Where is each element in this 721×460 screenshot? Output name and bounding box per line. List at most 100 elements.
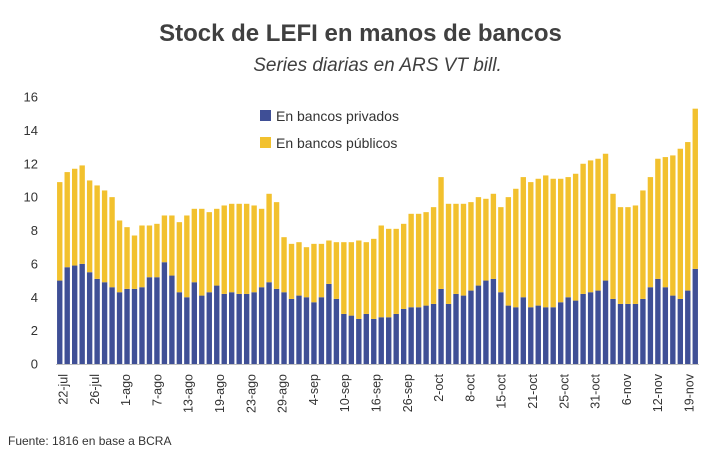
source-note: Fuente: 1816 en base a BCRA (8, 434, 172, 448)
y-tick-label: 14 (24, 123, 38, 138)
bar-segment-privados (557, 302, 564, 364)
bar-segment-publicos (572, 173, 579, 301)
bar-segment-publicos (535, 178, 541, 306)
bar-segment-publicos (662, 157, 669, 288)
bar-segment-publicos (296, 242, 302, 296)
bar-segment-publicos (266, 193, 272, 283)
bar-segment-privados (169, 275, 175, 364)
bar-segment-privados (348, 315, 355, 364)
bar-segment-privados (326, 283, 332, 364)
bar-segment-publicos (184, 215, 190, 298)
bar-segment-publicos (513, 188, 519, 308)
bar-segment-privados (445, 303, 452, 364)
y-tick-label: 0 (31, 357, 38, 372)
bar-segment-publicos (647, 177, 654, 288)
bar-segment-publicos (580, 163, 586, 294)
x-tick-label: 15-oct (495, 373, 509, 408)
x-tick-label: 2-oct (432, 373, 446, 401)
legend-swatch (260, 110, 271, 121)
y-tick-label: 16 (24, 90, 38, 105)
bar-segment-privados (415, 307, 422, 364)
bar-segment-privados (184, 297, 190, 364)
bar-segment-privados (214, 285, 220, 364)
y-tick-label: 10 (24, 190, 38, 205)
bar-segment-publicos (348, 242, 355, 316)
bar-segment-publicos (400, 223, 407, 309)
bar-segment-privados (161, 262, 168, 364)
bar-segment-publicos (94, 185, 100, 279)
bars (57, 108, 698, 365)
bar-segment-privados (79, 263, 85, 365)
bar-segment-publicos (610, 193, 616, 299)
bar-segment-publicos (415, 213, 422, 308)
bar-segment-publicos (154, 223, 160, 278)
y-tick-label: 8 (31, 223, 38, 238)
bar-segment-publicos (625, 207, 631, 304)
bar-segment-publicos (333, 242, 340, 299)
bar-segment-publicos (371, 238, 377, 319)
x-tick-label: 23-ago (244, 374, 258, 413)
bar-segment-publicos (221, 205, 227, 294)
bar-segment-privados (400, 308, 407, 364)
bar-segment-publicos (303, 247, 310, 298)
bar-segment-privados (685, 290, 691, 364)
bar-segment-privados (490, 278, 497, 364)
bar-segment-privados (273, 288, 280, 364)
x-tick-label: 21-oct (526, 373, 540, 408)
bar-segment-publicos (543, 175, 549, 308)
bar-segment-publicos (243, 203, 250, 294)
bar-segment-publicos (169, 215, 175, 276)
bar-segment-privados (438, 288, 444, 364)
bar-segment-privados (520, 297, 526, 364)
bar-segment-publicos (557, 178, 564, 303)
y-tick-label: 2 (31, 323, 38, 338)
bar-segment-privados (498, 292, 504, 364)
bar-segment-publicos (520, 177, 526, 298)
bar-segment-privados (57, 280, 63, 364)
bar-segment-privados (692, 268, 698, 364)
bar-segment-privados (176, 292, 183, 364)
bar-segment-publicos (528, 182, 534, 308)
bar-segment-privados (191, 282, 198, 364)
bar-segment-privados (468, 290, 474, 364)
bar-segment-privados (378, 317, 384, 364)
bar-segment-privados (453, 293, 459, 364)
bar-segment-privados (94, 278, 100, 364)
bar-segment-publicos (490, 193, 497, 279)
bar-segment-privados (221, 293, 227, 364)
bar-segment-publicos (79, 165, 85, 264)
bar-segment-publicos (595, 158, 601, 291)
bar-segment-privados (64, 267, 70, 364)
chart-subtitle: Series diarias en ARS VT bill. (253, 55, 502, 76)
x-tick-label: 10-sep (338, 374, 352, 412)
bar-segment-publicos (64, 172, 70, 268)
bar-segment-privados (662, 287, 669, 364)
bar-segment-publicos (677, 148, 683, 299)
bar-segment-privados (154, 277, 160, 364)
bar-segment-privados (131, 288, 138, 364)
bar-segment-privados (296, 295, 302, 364)
chart-title: Stock de LEFI en manos de bancos (159, 20, 562, 47)
bar-segment-privados (116, 292, 123, 364)
bar-segment-publicos (101, 190, 108, 283)
bar-segment-privados (266, 282, 272, 364)
bar-segment-publicos (109, 197, 115, 288)
bar-segment-privados (236, 293, 242, 364)
bar-segment-publicos (483, 198, 489, 281)
bar-segment-publicos (57, 182, 63, 281)
y-tick-label: 4 (31, 290, 38, 305)
bar-segment-publicos (146, 225, 153, 278)
bar-segment-privados (206, 292, 212, 364)
bar-segment-privados (311, 302, 317, 364)
x-tick-label: 19-ago (213, 374, 227, 413)
bar-segment-publicos (475, 197, 482, 286)
bar-segment-publicos (214, 208, 220, 286)
bar-segment-publicos (363, 242, 369, 314)
x-tick-label: 19-nov (683, 373, 697, 412)
bar-segment-privados (303, 297, 310, 364)
bar-segment-privados (460, 295, 467, 364)
x-tick-label: 12-nov (651, 373, 665, 412)
bar-segment-privados (281, 292, 287, 364)
bar-segment-publicos (191, 208, 198, 283)
